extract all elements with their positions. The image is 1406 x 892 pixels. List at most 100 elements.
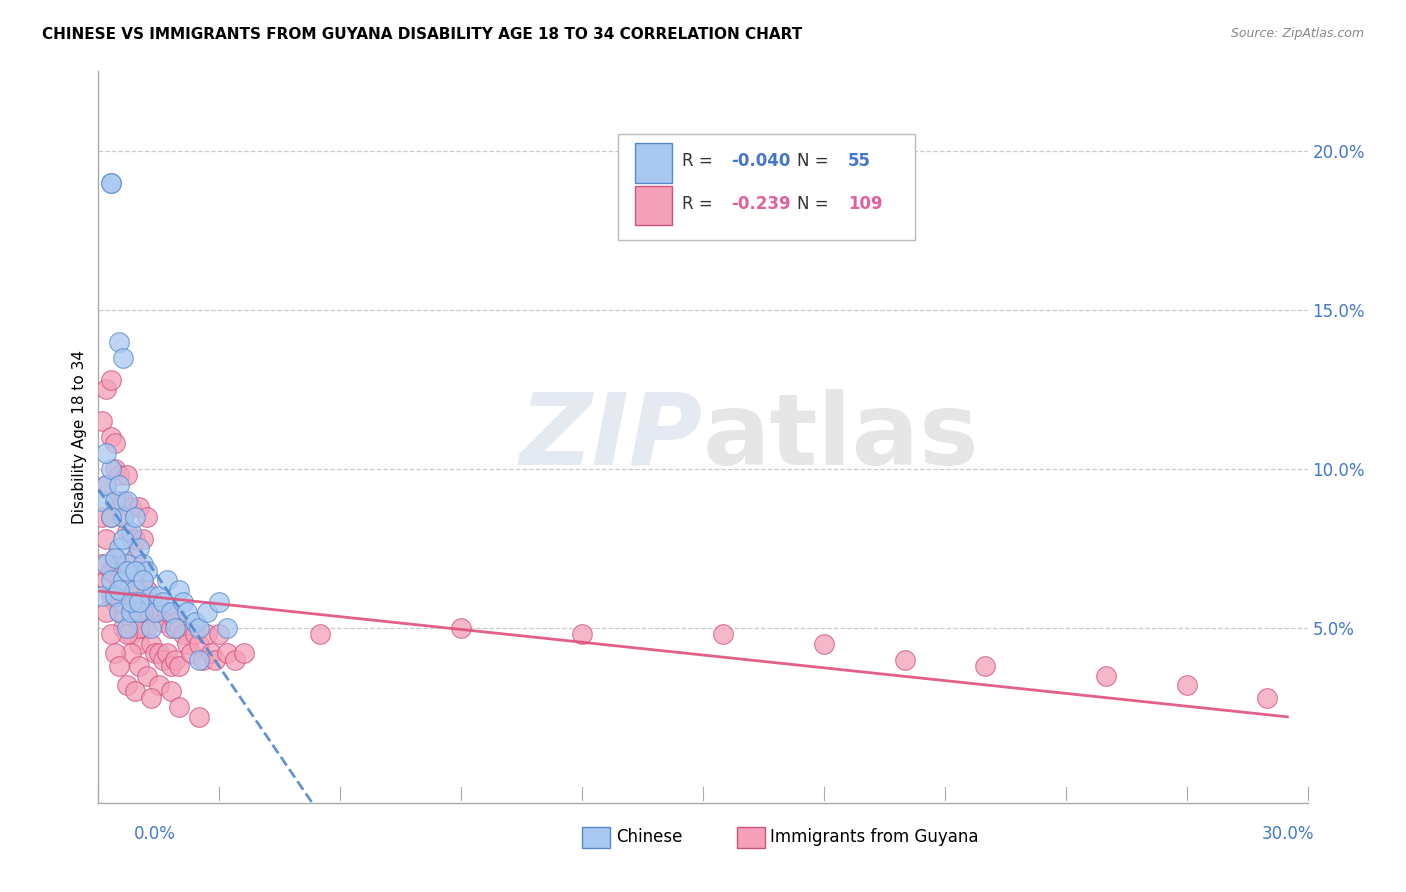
Point [160, 659, 183, 673]
Point [120, 532, 142, 546]
Point [232, 646, 254, 660]
Point [188, 653, 211, 667]
Point [107, 334, 129, 349]
Point [115, 621, 138, 635]
Point [96, 477, 118, 491]
Point [163, 615, 186, 629]
Point [100, 462, 122, 476]
Point [120, 525, 142, 540]
Point [139, 690, 162, 705]
Text: N =: N = [797, 153, 834, 170]
Point [163, 621, 186, 635]
Point [96, 383, 118, 397]
Point [160, 621, 183, 635]
Point [96, 477, 118, 491]
Point [208, 627, 231, 641]
Point [111, 351, 134, 365]
Point [124, 509, 146, 524]
Point [91, 414, 114, 428]
Text: ZIP: ZIP [520, 389, 703, 485]
Text: Immigrants from Guyana: Immigrants from Guyana [770, 828, 979, 846]
Text: 0.0%: 0.0% [134, 825, 176, 843]
Point [167, 621, 190, 635]
Point [156, 573, 179, 587]
Point [132, 621, 155, 635]
Point [1175, 678, 1198, 692]
Point [115, 564, 138, 578]
Point [148, 646, 170, 660]
Point [128, 637, 150, 651]
Point [450, 621, 472, 635]
Point [139, 637, 162, 651]
Point [200, 646, 222, 660]
Point [156, 646, 179, 660]
Point [96, 532, 118, 546]
Point [100, 176, 122, 190]
Point [128, 500, 150, 514]
Point [96, 605, 118, 619]
Point [107, 468, 129, 483]
Point [195, 605, 218, 619]
Point [100, 176, 122, 190]
Point [111, 493, 134, 508]
Point [124, 582, 146, 597]
Point [100, 509, 122, 524]
Point [193, 653, 215, 667]
Point [111, 573, 134, 587]
Point [208, 595, 231, 609]
Point [163, 653, 186, 667]
Point [217, 621, 239, 635]
Point [135, 621, 157, 635]
Point [167, 700, 190, 714]
Point [115, 678, 138, 692]
Text: Source: ZipAtlas.com: Source: ZipAtlas.com [1230, 27, 1364, 40]
Point [111, 605, 134, 619]
Point [224, 653, 246, 667]
Text: R =: R = [682, 195, 718, 213]
Point [124, 605, 146, 619]
Point [184, 615, 207, 629]
Point [176, 637, 198, 651]
Point [96, 573, 118, 587]
Point [107, 558, 129, 572]
Point [100, 430, 122, 444]
Point [167, 659, 190, 673]
Point [132, 605, 155, 619]
Point [91, 509, 114, 524]
Point [167, 582, 190, 597]
Point [188, 637, 211, 651]
Point [120, 500, 142, 514]
Point [107, 659, 129, 673]
Point [120, 627, 142, 641]
Point [176, 605, 198, 619]
FancyBboxPatch shape [619, 134, 915, 240]
Point [128, 621, 150, 635]
Point [128, 605, 150, 619]
Point [107, 477, 129, 491]
Point [111, 621, 134, 635]
Point [195, 627, 218, 641]
Text: R =: R = [682, 153, 718, 170]
Text: -0.239: -0.239 [731, 195, 790, 213]
Point [180, 646, 202, 660]
Point [115, 558, 138, 572]
Point [91, 493, 114, 508]
Point [128, 659, 150, 673]
Point [115, 525, 138, 540]
Text: 109: 109 [848, 195, 883, 213]
Point [103, 550, 125, 565]
Point [124, 595, 146, 609]
Point [156, 605, 179, 619]
Point [309, 627, 332, 641]
Point [91, 558, 114, 572]
FancyBboxPatch shape [636, 186, 672, 225]
Point [107, 573, 129, 587]
Point [143, 646, 166, 660]
Point [1256, 690, 1278, 705]
Point [111, 509, 134, 524]
Point [148, 605, 170, 619]
Point [160, 605, 183, 619]
Point [124, 532, 146, 546]
Point [111, 564, 134, 578]
Point [100, 627, 122, 641]
